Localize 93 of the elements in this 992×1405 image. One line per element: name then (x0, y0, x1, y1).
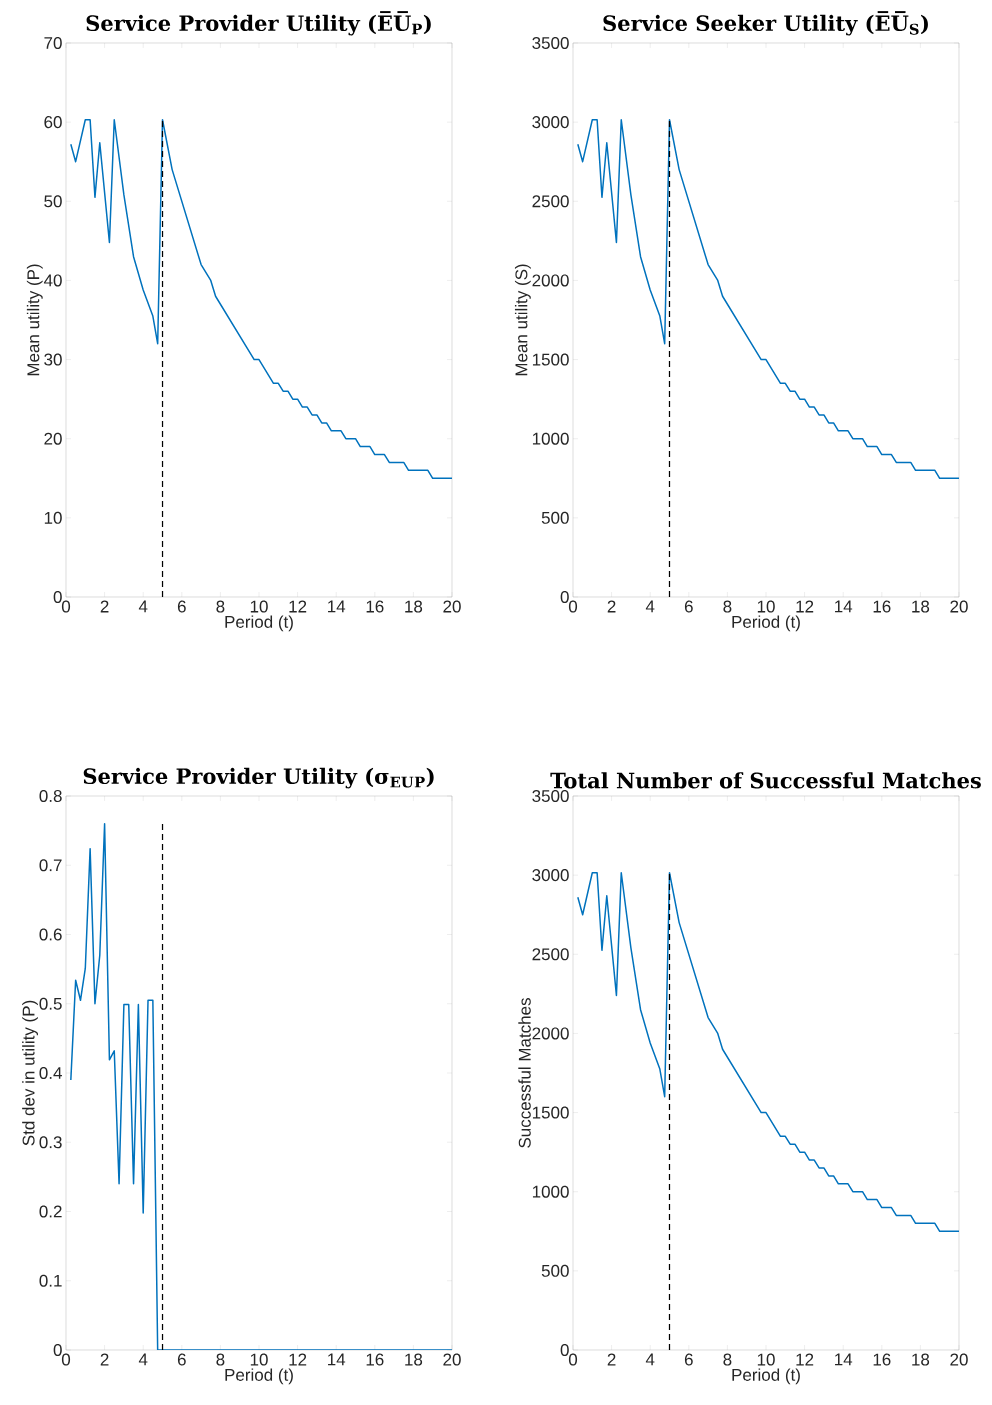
y-tick-label: 500 (541, 511, 569, 524)
y-tick-label: 3000 (532, 869, 569, 882)
x-tick-label: 20 (443, 600, 461, 613)
x-tick-label: 14 (328, 1353, 346, 1366)
y-axis-title: Mean utility (S) (514, 264, 531, 376)
x-tick-label: 18 (912, 1353, 930, 1366)
x-tick-label: 12 (289, 1353, 307, 1366)
x-tick-label: 18 (912, 600, 930, 613)
x-tick-label: 8 (216, 600, 225, 613)
x-tick-label: 2 (100, 1353, 109, 1366)
x-tick-label: 4 (645, 600, 655, 613)
y-axis-title: Std dev in utility (P) (22, 1000, 38, 1146)
line-series (577, 872, 959, 1233)
line-series (70, 822, 452, 1350)
y-tick-label: 2500 (532, 195, 569, 208)
x-tick-label: 14 (835, 600, 853, 613)
y-tick-label: 30 (44, 353, 62, 366)
x-tick-label: 14 (835, 1353, 853, 1366)
y-axis-title: Mean utility (P) (26, 264, 43, 376)
x-tick-label: 16 (366, 600, 384, 613)
x-axis-title: Period (t) (732, 615, 800, 632)
x-tick-label: 0 (61, 600, 71, 613)
x-tick-label: 12 (796, 600, 814, 613)
x-tick-label: 4 (645, 1353, 655, 1366)
chart-title: Service Provider Utility (E̅U̅$_{P}$) (86, 11, 431, 36)
x-tick-label: 20 (950, 1353, 968, 1366)
x-tick-label: 10 (757, 600, 775, 613)
y-tick-label: 2000 (532, 274, 569, 287)
y-tick-label: 0.7 (39, 859, 62, 872)
y-tick-label: 1000 (532, 1185, 569, 1198)
x-tick-label: 20 (950, 600, 968, 613)
x-tick-label: 4 (138, 1353, 148, 1366)
y-tick-label: 500 (541, 1264, 569, 1277)
chart-title: Service Provider Utility (σ$_{EUP}$) (83, 767, 434, 789)
x-tick-label: 0 (568, 1353, 578, 1366)
x-tick-label: 6 (684, 600, 693, 613)
x-tick-label: 2 (100, 600, 109, 613)
x-tick-label: 14 (328, 600, 346, 613)
y-tick-label: 0 (560, 590, 569, 604)
y-tick-label: 0 (53, 590, 62, 604)
line-series (577, 119, 959, 480)
x-tick-label: 10 (757, 1353, 775, 1366)
y-tick-label: 20 (44, 432, 62, 445)
y-tick-label: 40 (43, 274, 62, 287)
chart-title: Total Number of Successful Matches (550, 772, 981, 789)
x-tick-label: 20 (443, 1353, 461, 1366)
y-tick-label: 3500 (532, 789, 569, 803)
x-tick-label: 16 (873, 600, 891, 613)
y-tick-label: 2000 (532, 1027, 569, 1040)
y-tick-label: 10 (44, 511, 62, 524)
y-tick-label: 0.2 (39, 1205, 62, 1218)
y-tick-label: 0.3 (39, 1136, 62, 1149)
y-axis-title: Successful Matches (518, 998, 531, 1148)
y-tick-label: 3500 (532, 36, 569, 50)
x-tick-label: 6 (684, 1353, 693, 1366)
y-tick-label: 50 (44, 195, 62, 208)
y-tick-label: 0.1 (39, 1274, 62, 1287)
y-tick-label: 1000 (532, 432, 569, 445)
x-tick-label: 12 (289, 600, 307, 613)
y-tick-label: 70 (44, 36, 62, 50)
y-tick-label: 1500 (532, 353, 569, 366)
x-axis-title: Period (t) (225, 1368, 293, 1385)
y-tick-label: 2500 (532, 948, 569, 961)
y-tick-label: 3000 (532, 116, 569, 129)
x-tick-label: 0 (61, 1353, 71, 1366)
y-tick-label: 0.5 (39, 997, 62, 1010)
x-tick-label: 18 (405, 1353, 423, 1366)
chart-title: Service Seeker Utility (E̅U̅$_{S}$) (603, 11, 928, 36)
x-tick-label: 6 (177, 600, 186, 613)
x-tick-label: 10 (250, 1353, 268, 1366)
x-tick-label: 12 (796, 1353, 814, 1366)
x-tick-label: 10 (250, 600, 268, 613)
x-tick-label: 2 (607, 1353, 616, 1366)
x-tick-label: 6 (177, 1353, 186, 1366)
x-axis-title: Period (t) (732, 1368, 800, 1385)
x-tick-label: 16 (366, 1353, 384, 1366)
y-tick-label: 0.4 (39, 1066, 62, 1080)
x-tick-label: 2 (607, 600, 616, 613)
y-tick-label: 0.8 (39, 789, 62, 803)
y-tick-label: 60 (44, 116, 62, 129)
x-axis-title: Period (t) (225, 615, 293, 632)
y-tick-label: 0 (53, 1343, 62, 1357)
x-tick-label: 8 (216, 1353, 225, 1366)
x-tick-label: 0 (568, 600, 578, 613)
y-tick-label: 1500 (532, 1106, 569, 1119)
x-tick-label: 18 (405, 600, 423, 613)
x-tick-label: 16 (873, 1353, 891, 1366)
y-tick-label: 0 (560, 1343, 569, 1357)
y-tick-label: 0.6 (39, 928, 62, 941)
x-tick-label: 4 (138, 600, 148, 613)
x-tick-label: 8 (723, 1353, 732, 1366)
x-tick-label: 8 (723, 600, 732, 613)
line-series (70, 119, 452, 480)
